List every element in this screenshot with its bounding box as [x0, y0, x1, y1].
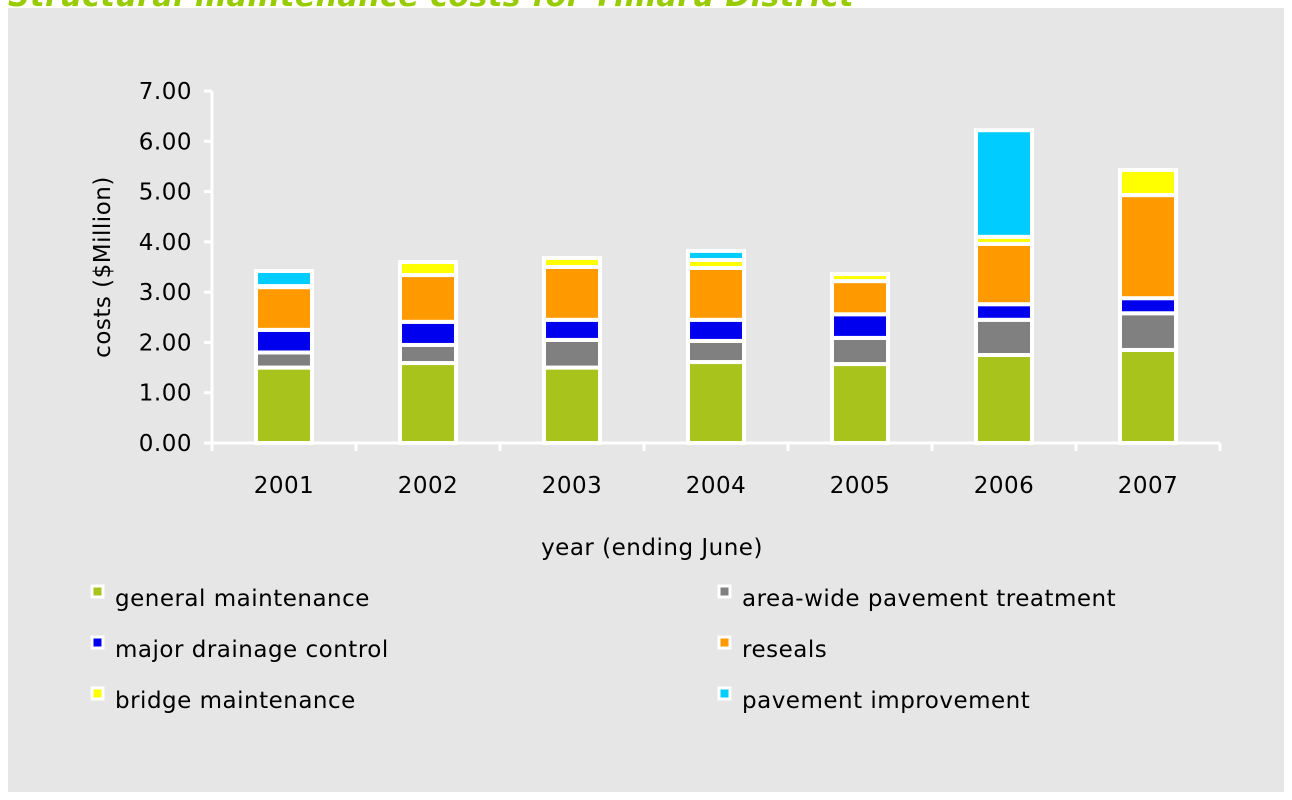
legend-swatch: [90, 686, 105, 701]
y-tick-label: 6.00: [139, 129, 192, 155]
bar-segment: [830, 272, 890, 284]
bar-segment: [1118, 296, 1178, 316]
y-tick-label: 4.00: [139, 230, 192, 256]
x-tick-label: 2005: [830, 473, 891, 499]
bar-segment: [686, 360, 746, 446]
bar-segment: [686, 338, 746, 365]
x-tick-label: 2004: [686, 473, 747, 499]
x-tick-label: 2006: [974, 473, 1035, 499]
bar-segment: [254, 285, 314, 332]
legend-swatch: [717, 635, 732, 650]
bar-segment: [830, 362, 890, 445]
y-tick-label: 0.00: [139, 431, 192, 457]
chart-title: Structural maintenance costs for Timaru …: [8, 0, 855, 14]
x-tick-label: 2003: [542, 473, 603, 499]
legend-label: area-wide pavement treatment: [742, 586, 1116, 612]
bar-segment: [254, 365, 314, 446]
x-tick-label: 2001: [254, 473, 315, 499]
bar-segment: [974, 128, 1034, 239]
bar-segment: [398, 259, 458, 278]
legend-label: general maintenance: [115, 586, 370, 612]
bar-segment: [542, 317, 602, 342]
legend-label: reseals: [742, 637, 827, 663]
bar-segment: [686, 317, 746, 343]
bar-segment: [398, 361, 458, 445]
x-axis-label: year (ending June): [541, 535, 763, 561]
bar-segment: [1118, 311, 1178, 352]
bar-segment: [254, 350, 314, 370]
bar-segment: [830, 312, 890, 340]
bar-segment: [1118, 167, 1178, 198]
bar-segment: [398, 319, 458, 347]
bar-segment: [686, 248, 746, 262]
bar-segment: [542, 265, 602, 322]
bar-segment: [974, 353, 1034, 445]
bar-segment: [398, 342, 458, 366]
bar-segment: [542, 365, 602, 446]
bar-segment: [830, 335, 890, 367]
bar-segment: [974, 241, 1034, 307]
bar-segment: [542, 255, 602, 270]
bar-segment: [542, 337, 602, 370]
chart-background: [8, 8, 1284, 792]
bar-segment: [1118, 193, 1178, 301]
legend-label: major drainage control: [115, 637, 389, 663]
bar-segment: [974, 302, 1034, 322]
bar-segment: [686, 266, 746, 322]
y-tick-label: 2.00: [139, 330, 192, 356]
y-tick-label: 3.00: [139, 280, 192, 306]
x-tick-label: 2007: [1118, 473, 1179, 499]
x-tick-label: 2002: [398, 473, 459, 499]
bar-segment: [254, 327, 314, 355]
bar-segment: [254, 269, 314, 289]
legend-label: pavement improvement: [742, 688, 1030, 714]
y-tick-label: 1.00: [139, 381, 192, 407]
legend-label: bridge maintenance: [115, 688, 356, 714]
y-axis-label: costs ($Million): [90, 176, 116, 358]
legend-swatch: [717, 584, 732, 599]
bar-segment: [830, 279, 890, 317]
bar-segment: [974, 317, 1034, 357]
y-tick-label: 7.00: [139, 79, 192, 105]
legend-swatch: [717, 686, 732, 701]
legend-swatch: [90, 584, 105, 599]
y-tick-label: 5.00: [139, 180, 192, 206]
bar-segment: [1118, 347, 1178, 446]
legend-swatch: [90, 635, 105, 650]
bar-segment: [398, 273, 458, 324]
